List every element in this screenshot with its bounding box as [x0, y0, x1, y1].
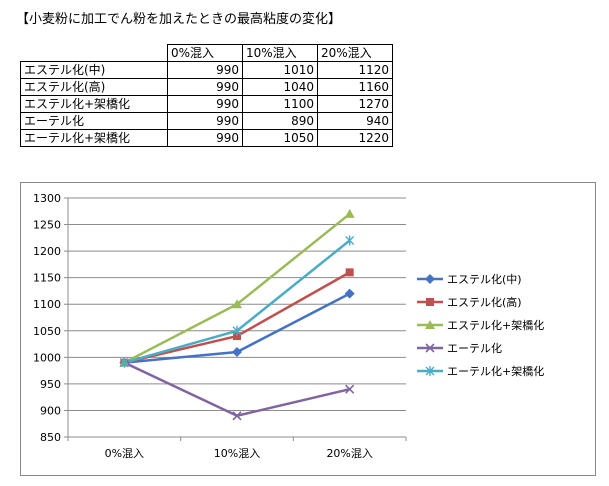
- table-cell: 990: [167, 61, 243, 79]
- table-cell: 990: [167, 112, 243, 130]
- x-tick-label: 10%混入: [214, 447, 260, 460]
- table-header-cell: 0%混入: [167, 44, 243, 62]
- table-row: エーテル化+架橋化 990 1050 1220: [20, 129, 393, 147]
- legend-marker: [425, 343, 435, 353]
- table-row: エステル化(高) 990 1040 1160: [20, 78, 393, 96]
- series-line: [123, 361, 350, 418]
- legend-label: エーテル化: [447, 341, 502, 355]
- data-point: [345, 384, 355, 394]
- table-cell: 1160: [317, 78, 393, 96]
- table-row-label: エステル化(高): [20, 78, 168, 96]
- chart-area: 850 900 950 1000 1050 1100 1150 1200 1250 1300 0%混…: [20, 182, 596, 476]
- x-tick-label: 0%混入: [105, 447, 144, 460]
- legend-marker: [426, 298, 434, 306]
- y-tick-label: 900: [40, 404, 61, 417]
- line-chart: 850 900 950 1000 1050 1100 1150 1200 1250 1300 0%混…: [33, 192, 544, 460]
- table-header-row: 0%混入 10%混入 20%混入: [20, 44, 393, 62]
- table-header-cell: 20%混入: [317, 44, 393, 62]
- data-point: [345, 235, 355, 246]
- series-line: [123, 212, 351, 364]
- table-cell: 1050: [242, 129, 318, 147]
- data-point: [345, 268, 354, 277]
- x-tick-label: 20%混入: [326, 447, 372, 460]
- table-cell: 1120: [317, 61, 393, 79]
- data-point: [344, 208, 355, 218]
- table-header-cell: 10%混入: [242, 44, 318, 62]
- y-tick-label: 1000: [33, 351, 61, 364]
- table-corner-cell: [20, 44, 168, 62]
- table-cell: 1270: [317, 95, 393, 113]
- table-row: エステル化(中) 990 1010 1120: [20, 61, 393, 79]
- data-point: [119, 357, 129, 368]
- data-point: [232, 411, 242, 421]
- legend-label: エステル化+架橋化: [447, 318, 544, 332]
- page-title: 【小麦粉に加工でん粉を加えたときの最高粘度の変化】: [16, 12, 342, 27]
- table-row: エステル化+架橋化 990 1100 1270: [20, 95, 393, 113]
- y-tick-label: 1250: [33, 219, 61, 232]
- y-tick-label: 1150: [33, 272, 61, 285]
- y-tick-label: 1300: [33, 192, 61, 205]
- table-cell: 990: [167, 95, 243, 113]
- table-row-label: エステル化+架橋化: [20, 95, 168, 113]
- table-cell: 1010: [242, 61, 318, 79]
- data-table: 0%混入 10%混入 20%混入 エステル化(中) 990 1010 1120 …: [20, 44, 393, 147]
- data-point: [232, 299, 242, 309]
- data-point: [344, 288, 355, 299]
- table-row: エーテル化 990 890 940: [20, 112, 393, 130]
- y-tick-label: 1050: [33, 325, 61, 338]
- data-point: [233, 332, 241, 341]
- data-point: [232, 347, 242, 358]
- data-point: [232, 325, 242, 336]
- legend-marker: [425, 274, 435, 284]
- y-tick-label: 1200: [33, 245, 61, 258]
- legend-label: エステル化(高): [447, 295, 522, 309]
- y-tick-label: 850: [40, 431, 61, 444]
- table-cell: 1040: [242, 78, 318, 96]
- table-cell: 1100: [242, 95, 318, 113]
- table-cell: 990: [167, 78, 243, 96]
- table-cell: 1220: [317, 129, 393, 147]
- table-row-label: エーテル化+架橋化: [20, 129, 168, 147]
- y-tick-label: 1100: [33, 298, 61, 311]
- table-row-label: エーテル化: [20, 112, 168, 130]
- table-cell: 990: [167, 129, 243, 147]
- legend-label: エーテル化+架橋化: [447, 364, 544, 378]
- table-cell: 890: [242, 112, 318, 130]
- y-tick-label: 950: [40, 378, 61, 391]
- legend-marker: [425, 366, 435, 376]
- table-row-label: エステル化(中): [20, 61, 168, 79]
- table-cell: 940: [317, 112, 393, 130]
- legend-marker: [425, 320, 435, 329]
- legend-label: エステル化(中): [447, 272, 522, 286]
